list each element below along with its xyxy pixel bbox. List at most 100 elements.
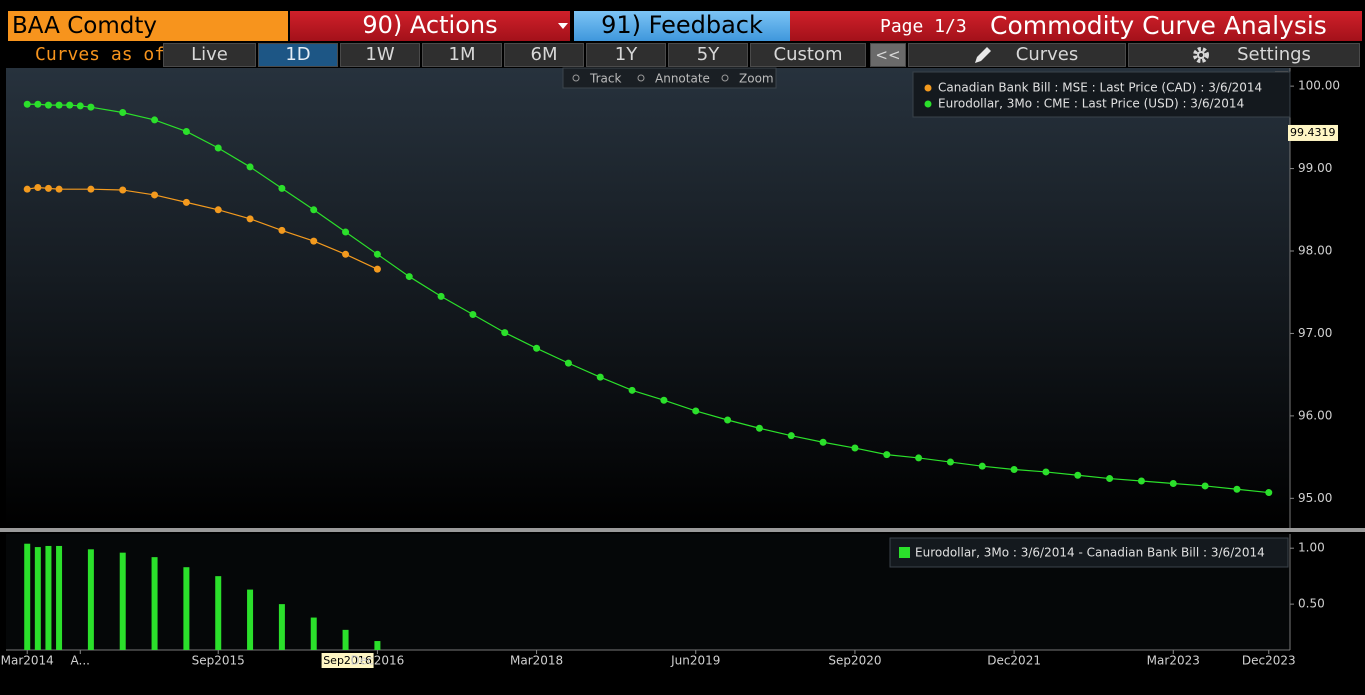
- curve-line: [27, 103, 1269, 494]
- feedback-button[interactable]: 91) Feedback: [574, 11, 790, 41]
- range-button[interactable]: 1M: [422, 43, 502, 67]
- curve-point: [437, 292, 445, 300]
- curve-point: [182, 198, 190, 206]
- curve-point: [1169, 479, 1177, 487]
- curve-point: [55, 101, 63, 109]
- curve-point: [787, 432, 795, 440]
- curve-point: [596, 373, 604, 381]
- range-button[interactable]: 6M: [504, 43, 584, 67]
- curve-point: [1106, 475, 1114, 483]
- curves-button[interactable]: Curves: [908, 43, 1126, 67]
- curve-point: [724, 416, 732, 424]
- settings-label: Settings: [1237, 44, 1311, 65]
- page-title: Commodity Curve Analysis: [990, 11, 1327, 40]
- range-button[interactable]: 1W: [340, 43, 420, 67]
- legend-entry: Eurodollar, 3Mo : CME : Last Price (USD)…: [938, 97, 1244, 111]
- curve-point: [342, 250, 350, 258]
- curve-point: [342, 228, 350, 236]
- spread-bar: [24, 543, 31, 650]
- spread-bar: [247, 589, 254, 650]
- range-button[interactable]: Custom: [750, 43, 866, 67]
- tool-button[interactable]: Zoom: [739, 72, 774, 86]
- dropdown-arrow: [558, 23, 568, 29]
- security-field[interactable]: BAA Comdty: [8, 11, 288, 41]
- curve-point: [55, 185, 63, 193]
- spread-bar: [119, 552, 126, 650]
- curve-point: [755, 424, 763, 432]
- curve-point: [246, 215, 254, 223]
- tool-button[interactable]: Annotate: [655, 72, 710, 86]
- x-tick-label: Mar2023: [1147, 654, 1200, 668]
- curve-point: [469, 310, 477, 318]
- x-tick-label: Sep2020: [828, 654, 881, 668]
- curve-point: [151, 191, 159, 199]
- range-button[interactable]: 1Y: [586, 43, 666, 67]
- pencil-icon: [975, 47, 991, 63]
- curve-point: [310, 237, 318, 245]
- spread-bar: [34, 547, 41, 650]
- crosshair-label: Sep2016: [323, 654, 372, 667]
- upper-panel: [6, 68, 1290, 528]
- actions-menu[interactable]: 90) Actions: [290, 11, 570, 41]
- curve-point: [23, 185, 31, 193]
- spread-bar: [183, 567, 190, 650]
- y-tick-label: 0.50: [1298, 597, 1325, 611]
- y-tick-label: 97.00: [1298, 326, 1332, 340]
- x-tick-label: Dec2016: [351, 654, 405, 668]
- collapse-button[interactable]: <<: [870, 43, 906, 67]
- spread-bar: [310, 617, 317, 650]
- range-button[interactable]: 1D: [258, 43, 338, 67]
- curve-point: [34, 184, 42, 192]
- curve-point: [819, 438, 827, 446]
- curve-point: [628, 386, 636, 394]
- curve-point: [246, 163, 254, 171]
- x-tick-label: Jun2019: [670, 654, 720, 668]
- curve-point: [1137, 477, 1145, 485]
- curves-label: Curves: [1015, 44, 1079, 65]
- curve-point: [182, 127, 190, 135]
- curve-point: [119, 186, 127, 194]
- curve-point: [214, 144, 222, 152]
- curve-point: [660, 396, 668, 404]
- curve-point: [34, 100, 42, 108]
- curve-point: [87, 103, 95, 111]
- x-tick-label: Dec2021: [987, 654, 1041, 668]
- legend-marker: [924, 84, 932, 92]
- curve-point: [851, 444, 859, 452]
- curve-point: [533, 344, 541, 352]
- spread-bar: [374, 641, 381, 650]
- spread-bar: [87, 549, 94, 650]
- title-bar: [790, 11, 1362, 41]
- range-button[interactable]: 5Y: [668, 43, 748, 67]
- tool-button[interactable]: Track: [589, 72, 621, 86]
- curve-point: [44, 184, 52, 192]
- curve-point: [978, 462, 986, 470]
- x-tick-label: Sep2015: [192, 654, 245, 668]
- curve-point: [692, 407, 700, 415]
- range-button[interactable]: Live: [163, 43, 256, 67]
- x-tick-label: Dec2023: [1242, 654, 1296, 668]
- tool-icon: [721, 74, 729, 82]
- panel-divider: [0, 528, 1365, 532]
- curve-point: [1233, 485, 1241, 493]
- price-tag: [1288, 124, 1338, 141]
- curve-point: [373, 250, 381, 258]
- curve-point: [373, 265, 381, 273]
- curve-point: [119, 109, 127, 117]
- y-tick-label: 98.00: [1298, 244, 1332, 258]
- curve-point: [87, 185, 95, 193]
- spread-bar: [56, 545, 63, 650]
- curve-point: [278, 184, 286, 192]
- spread-bar: [215, 576, 222, 650]
- curve-point: [564, 359, 572, 367]
- settings-button[interactable]: Settings: [1128, 43, 1360, 67]
- curve-point: [1265, 489, 1273, 497]
- crosshair-label-bg: [321, 653, 374, 668]
- spread-bar: [342, 629, 349, 650]
- legend-marker: [899, 547, 910, 558]
- curve-point: [946, 458, 954, 466]
- x-tick-label: Mar2014: [1, 654, 54, 668]
- spread-bar: [151, 557, 158, 650]
